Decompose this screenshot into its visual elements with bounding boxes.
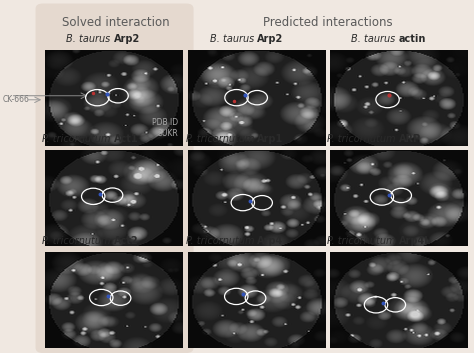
Text: P. tricornutum: P. tricornutum [42,134,114,144]
Text: B. taurus: B. taurus [351,34,399,44]
Text: P. tricornutum: P. tricornutum [327,236,399,246]
Text: Act2: Act2 [114,236,138,246]
Text: Predicted interactions: Predicted interactions [263,17,392,29]
Text: CK-666: CK-666 [2,95,29,104]
Text: Arp2: Arp2 [257,34,283,44]
Text: Solved interaction: Solved interaction [62,17,170,29]
Text: P. tricornutum: P. tricornutum [185,134,257,144]
Text: Act1: Act1 [114,134,138,144]
Text: P. tricornutum: P. tricornutum [42,236,114,246]
Text: ARP: ARP [399,134,421,144]
Text: B. taurus: B. taurus [210,34,257,44]
Text: actin: actin [399,34,426,44]
Text: Arp2: Arp2 [114,34,140,44]
Text: Arp1: Arp1 [257,134,283,144]
Text: B. taurus: B. taurus [66,34,114,44]
Text: P. tricornutum: P. tricornutum [185,236,257,246]
Text: Arp4L: Arp4L [399,236,431,246]
Text: P. tricornutum: P. tricornutum [327,134,399,144]
Text: PDB ID
3UKR: PDB ID 3UKR [153,119,179,138]
Text: Arp4: Arp4 [257,236,283,246]
